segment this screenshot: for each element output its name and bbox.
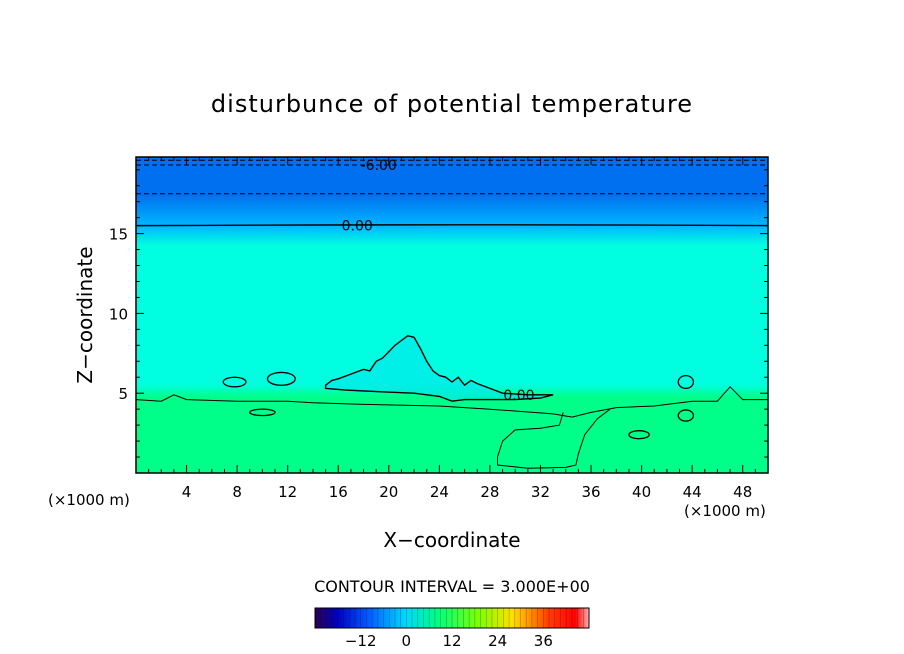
contour-label-2: 0.00 — [503, 388, 534, 404]
colorbar-tick-label: 36 — [534, 632, 553, 650]
contour-interval: CONTOUR INTERVAL = 3.000E+00 — [314, 577, 590, 596]
x-tick-label: 16 — [329, 483, 348, 501]
small-contour-loop-2 — [677, 374, 695, 390]
small-contour-loop-3 — [677, 409, 695, 422]
mountain-fill — [325, 335, 554, 402]
y-axis-label: Z−coordinate — [73, 246, 97, 383]
colorbar-tick-label: 12 — [442, 632, 461, 650]
x-axis-label: X−coordinate — [383, 528, 520, 552]
contour-labels: -6.00 0.00 0.00 — [342, 158, 535, 404]
x-tick-label: 48 — [733, 483, 752, 501]
x-tick-label: 28 — [480, 483, 499, 501]
colorbar: −12 0 12 24 36 — [314, 607, 590, 650]
lower-boundary-contour — [135, 386, 768, 418]
colorbar-gradient — [314, 607, 590, 629]
x-tick-label: 8 — [232, 483, 242, 501]
y-axis-ticks: 5 10 15 — [109, 169, 768, 458]
y-tick-label: 10 — [109, 305, 128, 323]
valley-contour — [497, 408, 611, 469]
x-tick-label: 36 — [581, 483, 600, 501]
x-tick-label: 12 — [278, 483, 297, 501]
x-axis-ticks: 4 8 12 16 20 24 28 32 36 40 44 48 — [148, 157, 756, 501]
zero-contour-line — [135, 224, 769, 227]
field-background — [136, 157, 768, 473]
small-contour-loop-1 — [266, 371, 296, 386]
contour-label-0: -6.00 — [361, 158, 397, 174]
small-contour-loop-0 — [222, 376, 247, 388]
colorbar-tick-label: 0 — [402, 632, 412, 650]
x-tick-label: 24 — [430, 483, 449, 501]
x-tick-label: 40 — [632, 483, 651, 501]
small-contour-loop-4 — [628, 430, 650, 440]
small-contour-loop-5 — [249, 408, 276, 417]
colorbar-tick-label: 24 — [488, 632, 507, 650]
x-tick-label: 20 — [379, 483, 398, 501]
x-tick-label: 4 — [182, 483, 192, 501]
contour-label-1: 0.00 — [342, 219, 373, 235]
x-tick-label: 32 — [531, 483, 550, 501]
x-tick-label: 44 — [683, 483, 702, 501]
y-tick-label: 5 — [118, 385, 128, 403]
mountain-contour — [324, 334, 554, 402]
colorbar-tick-label: −12 — [345, 632, 377, 650]
y-tick-label: 15 — [109, 226, 128, 244]
chart-title: disturbunce of potential temperature — [211, 90, 693, 118]
colorbar-tick-labels: −12 0 12 24 36 — [345, 632, 553, 650]
x-unit-left: (×1000 m) — [48, 491, 130, 509]
colorbar-stripes — [320, 608, 584, 628]
x-unit-right: (×1000 m) — [684, 502, 766, 520]
